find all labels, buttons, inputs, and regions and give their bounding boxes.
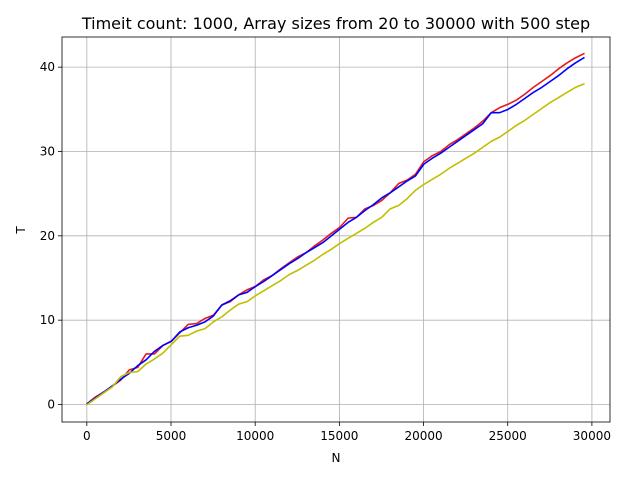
axis-ticks: 0 5000 10000 15000 20000 25000 30000 0 10 20 30 40 bbox=[40, 60, 611, 443]
y-tick-label: 0 bbox=[47, 398, 55, 412]
series-lines bbox=[86, 52, 585, 406]
x-tick-label: 30000 bbox=[573, 429, 611, 443]
series-line-2 bbox=[86, 56, 585, 405]
y-axis-label: T bbox=[14, 226, 28, 235]
series-line-3 bbox=[86, 82, 585, 406]
x-axis-label: N bbox=[332, 451, 341, 465]
chart-title: Timeit count: 1000, Array sizes from 20 … bbox=[81, 14, 590, 33]
y-tick-label: 30 bbox=[40, 144, 55, 158]
series-line-1 bbox=[86, 52, 585, 405]
plot-frame bbox=[61, 36, 611, 423]
x-tick-label: 15000 bbox=[320, 429, 358, 443]
x-tick-label: 20000 bbox=[404, 429, 442, 443]
y-tick-label: 10 bbox=[40, 313, 55, 327]
grid bbox=[62, 37, 610, 422]
y-tick-label: 40 bbox=[40, 60, 55, 74]
x-tick-label: 10000 bbox=[236, 429, 274, 443]
x-tick-label: 0 bbox=[83, 429, 91, 443]
x-tick-label: 5000 bbox=[156, 429, 187, 443]
y-tick-label: 20 bbox=[40, 229, 55, 243]
x-tick-label: 25000 bbox=[489, 429, 527, 443]
